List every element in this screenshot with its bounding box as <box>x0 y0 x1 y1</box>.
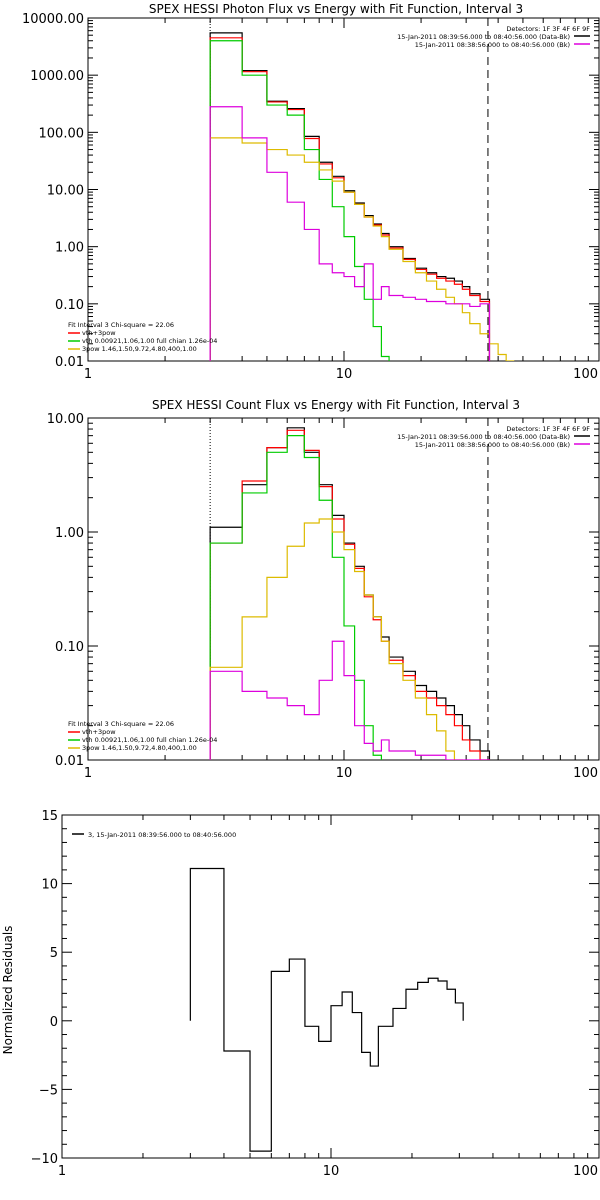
x-tick-label: 1 <box>84 367 92 382</box>
y-tick-label: −10 <box>31 1152 58 1167</box>
x-tick-label: 100 <box>573 1164 598 1179</box>
x-tick-label: 1 <box>58 1164 66 1179</box>
photon-flux-plot-area: 1 10 100 0.01 0.10 1.00 10.00 100.00 1000.00 1000… <box>22 12 600 382</box>
series-group <box>209 32 515 361</box>
legend-top-text: 15-Jan-2011 08:38:56.000 to 08:40:56.000… <box>415 441 570 449</box>
count-flux-title: SPEX HESSI Count Flux vs Energy with Fit… <box>152 398 520 412</box>
x-tick-label: 100 <box>573 367 598 382</box>
x-tick-label: 100 <box>573 766 598 781</box>
series-line-4 <box>209 106 491 361</box>
series-line-3 <box>209 137 515 361</box>
y-tick-label: 1.00 <box>55 526 84 541</box>
legend-bottom-text: Fit Interval 3 Chi-square = 22.06 <box>68 321 174 329</box>
series-line-4 <box>209 640 491 760</box>
x-tick-label: 1 <box>84 766 92 781</box>
series-line-3 <box>209 518 463 760</box>
legend-bottom-text: vth 0.00921,1.06,1.00 full chian 1.26e-0… <box>82 736 217 744</box>
legend-bottom-text: 3pow 1.46,1.50,9.72,4.80,400,1.00 <box>82 345 197 353</box>
y-tick-label: 1.00 <box>55 241 84 256</box>
y-tick-label: −5 <box>39 1083 58 1098</box>
series-line-2 <box>209 40 390 361</box>
residuals-ylabel: Normalized Residuals <box>1 926 15 1055</box>
residuals-panel: Normalized Residuals 1 10 100 −10 −5 0 5 10 15 3,… <box>1 809 600 1179</box>
y-tick-label: 10000.00 <box>22 12 84 27</box>
y-tick-label: 0.10 <box>55 298 84 313</box>
photon-flux-title: SPEX HESSI Photon Flux vs Energy with Fi… <box>149 2 523 16</box>
x-tick-label: 10 <box>323 1164 340 1179</box>
legend-bottom-text: vth 0.00921,1.06,1.00 full chian 1.26e-0… <box>82 337 217 345</box>
y-tick-label: 0.01 <box>55 355 84 370</box>
y-tick-label: 100.00 <box>39 126 85 141</box>
y-tick-label: 10.00 <box>47 412 84 427</box>
legend-top-text: 15-Jan-2011 08:39:56.000 to 08:40:56.000… <box>397 33 570 41</box>
series-group <box>209 427 491 760</box>
y-tick-label: 10 <box>41 878 58 893</box>
series-line-2 <box>209 435 383 760</box>
legend-bottom-text: Fit Interval 3 Chi-square = 22.06 <box>68 720 174 728</box>
y-tick-label: 5 <box>50 946 58 961</box>
series-group <box>189 867 464 1152</box>
y-tick-label: 0.01 <box>55 754 84 769</box>
count-flux-panel: SPEX HESSI Count Flux vs Energy with Fit… <box>47 398 600 781</box>
series-line-0 <box>189 867 464 1152</box>
y-tick-label: 0 <box>50 1015 58 1030</box>
y-tick-label: 1000.00 <box>30 69 84 84</box>
y-tick-label: 0.10 <box>55 640 84 655</box>
x-tick-label: 10 <box>336 367 353 382</box>
y-tick-label: 15 <box>41 809 58 824</box>
legend-top-text: 15-Jan-2011 08:39:56.000 to 08:40:56.000… <box>397 433 570 441</box>
residuals-plot-area: 1 10 100 −10 −5 0 5 10 15 3, 15-Jan-2011 08:39:56… <box>31 809 600 1179</box>
count-flux-plot-area: 1 10 100 0.01 0.10 1.00 10.00 Detectors: 1F 3F … <box>47 412 600 781</box>
legend-bottom-text: vth+3pow <box>82 728 116 736</box>
legend-top-text: Detectors: 1F 3F 4F 6F 9F <box>506 25 590 33</box>
y-tick-label: 10.00 <box>47 184 84 199</box>
legend-bottom-text: 3pow 1.46,1.50,9.72,4.80,400,1.00 <box>82 744 197 752</box>
legend-bottom-text: vth+3pow <box>82 329 116 337</box>
legend-top-text: Detectors: 1F 3F 4F 6F 9F <box>506 425 590 433</box>
photon-flux-panel: SPEX HESSI Photon Flux vs Energy with Fi… <box>22 2 600 382</box>
legend-top-text: 3, 15-Jan-2011 08:39:56.000 to 08:40:56.… <box>88 831 236 839</box>
legend-top-text: 15-Jan-2011 08:38:56.000 to 08:40:56.000… <box>415 41 570 49</box>
x-tick-label: 10 <box>336 766 353 781</box>
